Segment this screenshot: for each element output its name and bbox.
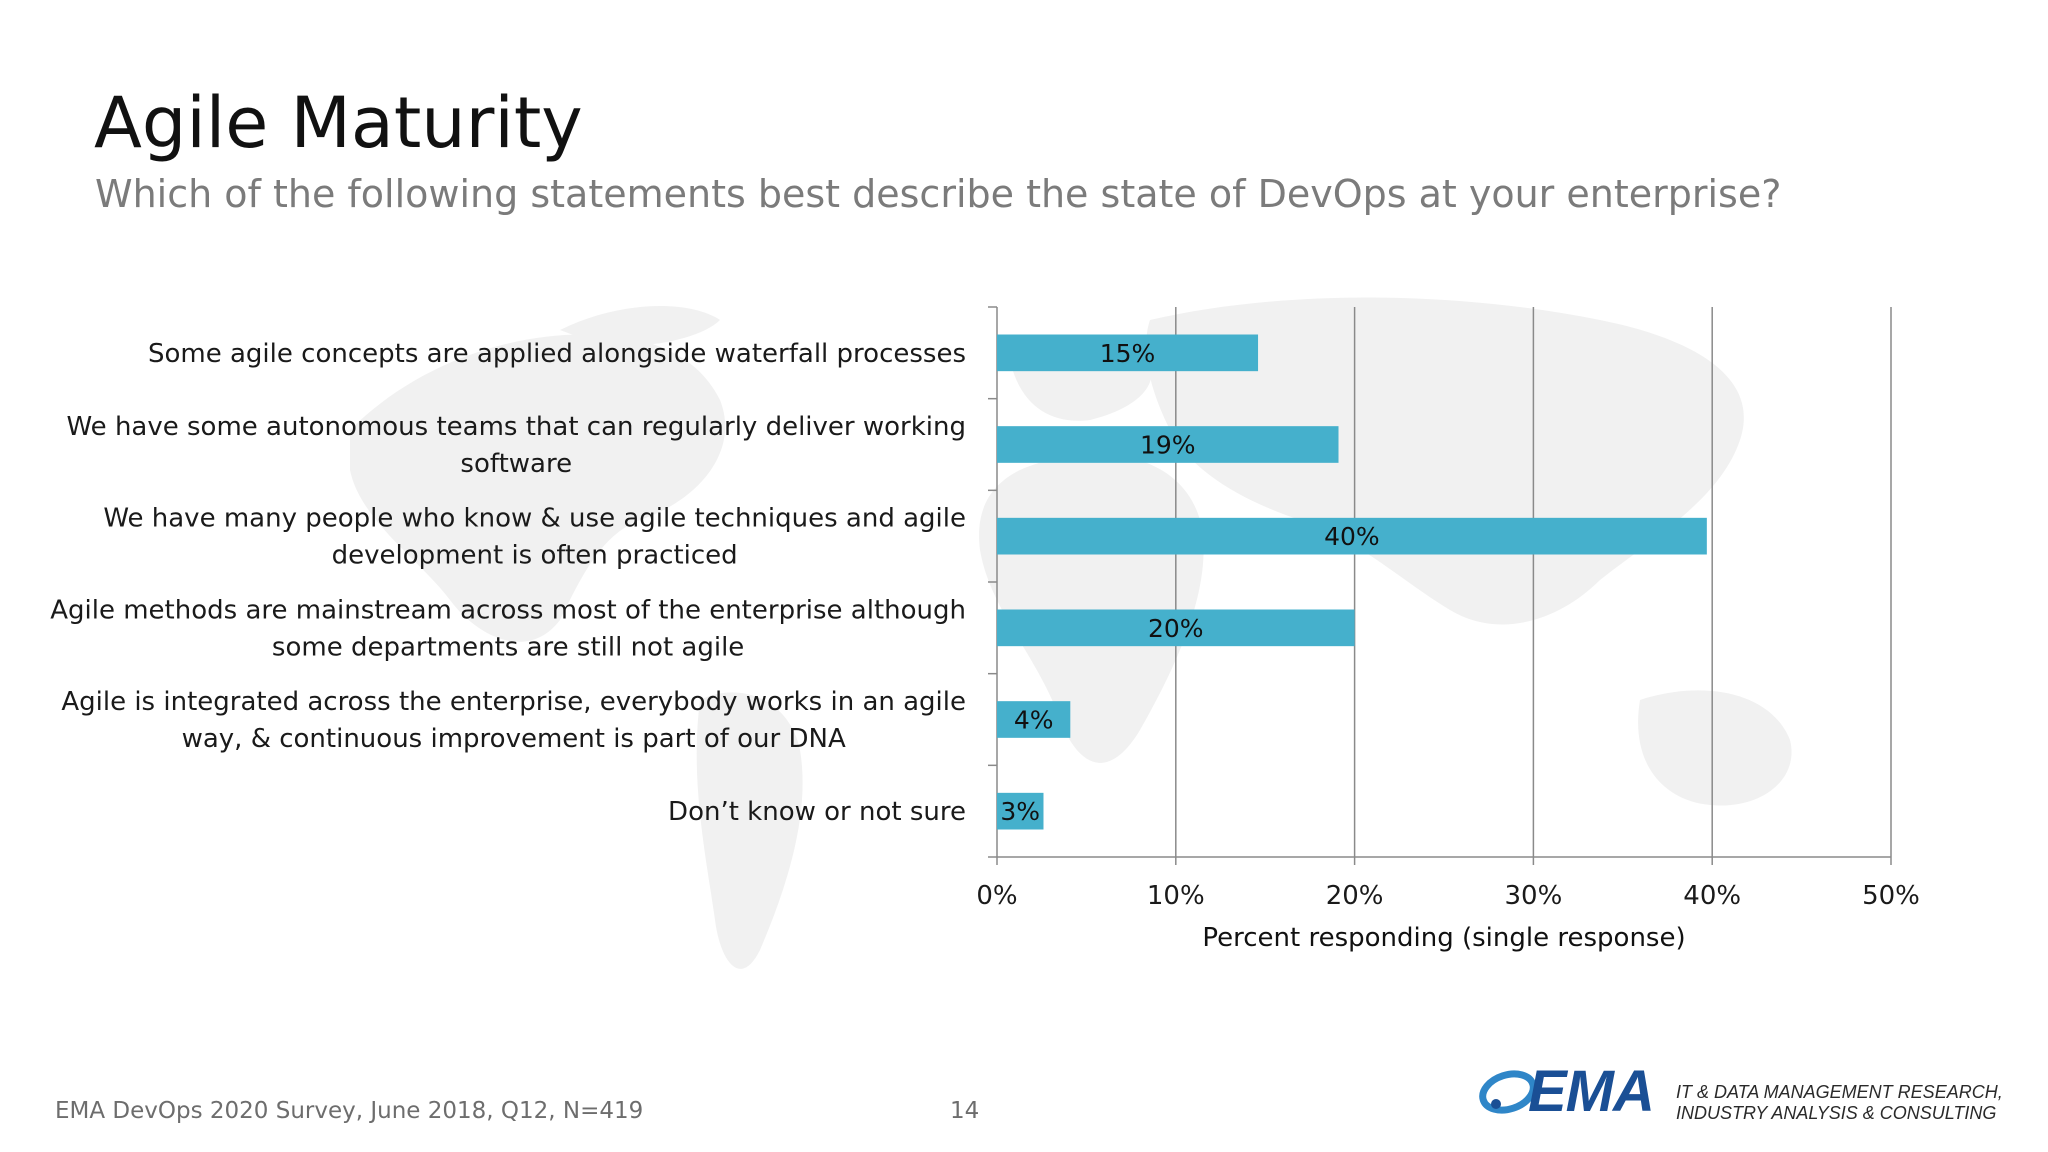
page-subtitle: Which of the following statements best d…	[95, 172, 1782, 216]
data-label: 19%	[1140, 431, 1196, 460]
x-tick-labels: 0% 10% 20% 30% 40% 50%	[976, 881, 1920, 911]
category-label-line: We have many people who know & use agile…	[103, 504, 966, 534]
page-number: 14	[950, 1098, 980, 1124]
tagline-line-2: INDUSTRY ANALYSIS & CONSULTING	[1676, 1103, 1997, 1123]
bar	[997, 609, 1355, 647]
category-label-line: way, & continuous improvement is part of…	[182, 724, 846, 754]
category-label-line: We have some autonomous teams that can r…	[67, 412, 967, 442]
category-label-line: Some agile concepts are applied alongsid…	[148, 339, 966, 369]
source-note: EMA DevOps 2020 Survey, June 2018, Q12, …	[55, 1098, 644, 1124]
bar	[997, 517, 1707, 555]
category-label: Agile methods are mainstream across most…	[50, 595, 966, 662]
category-label: Agile is integrated across the enterpris…	[61, 687, 966, 754]
x-tick-label: 30%	[1505, 881, 1563, 911]
category-label-line: Agile is integrated across the enterpris…	[61, 687, 966, 717]
tagline-line-1: IT & DATA MANAGEMENT RESEARCH,	[1676, 1082, 2003, 1102]
x-axis-title: Percent responding (single response)	[1202, 923, 1685, 953]
chart-bars: 15% 19% 40% 20% 4% 3%	[997, 334, 1707, 830]
data-label: 15%	[1100, 339, 1156, 368]
x-tick-label: 10%	[1147, 881, 1205, 911]
x-tick-label: 0%	[976, 881, 1017, 911]
chart-gridlines	[1175, 307, 1892, 857]
category-label-line: some departments are still not agile	[272, 632, 744, 662]
category-label-line: development is often practiced	[332, 541, 738, 571]
x-tick-label: 40%	[1683, 881, 1741, 911]
category-label-line: Don’t know or not sure	[668, 797, 966, 827]
category-label: We have some autonomous teams that can r…	[67, 412, 967, 479]
ema-logo-icon	[1479, 1070, 1537, 1114]
ema-logo-text: EMA	[1528, 1059, 1655, 1124]
category-label: Some agile concepts are applied alongsid…	[148, 339, 966, 369]
data-label: 4%	[1014, 706, 1054, 735]
category-label: Don’t know or not sure	[668, 797, 966, 827]
category-label-line: Agile methods are mainstream across most…	[50, 595, 966, 625]
x-tick-label: 20%	[1326, 881, 1384, 911]
bar	[997, 792, 1044, 830]
page-title: Agile Maturity	[94, 82, 583, 164]
bar	[997, 426, 1339, 463]
bar	[997, 701, 1071, 738]
brand-tagline: IT & DATA MANAGEMENT RESEARCH, INDUSTRY …	[1676, 1082, 2003, 1124]
bar-chart: 15% 19% 40% 20% 4% 3% Some agile concepts are…	[50, 297, 1920, 969]
category-labels: Some agile concepts are applied alongsid…	[50, 339, 966, 827]
category-label-line: software	[460, 449, 572, 479]
category-label: We have many people who know & use agile…	[103, 504, 966, 571]
data-label: 20%	[1148, 614, 1204, 643]
bar	[997, 334, 1259, 372]
chart-axes	[988, 306, 1892, 865]
data-label: 3%	[1000, 797, 1040, 826]
x-tick-label: 50%	[1862, 881, 1920, 911]
data-label: 40%	[1324, 522, 1380, 551]
